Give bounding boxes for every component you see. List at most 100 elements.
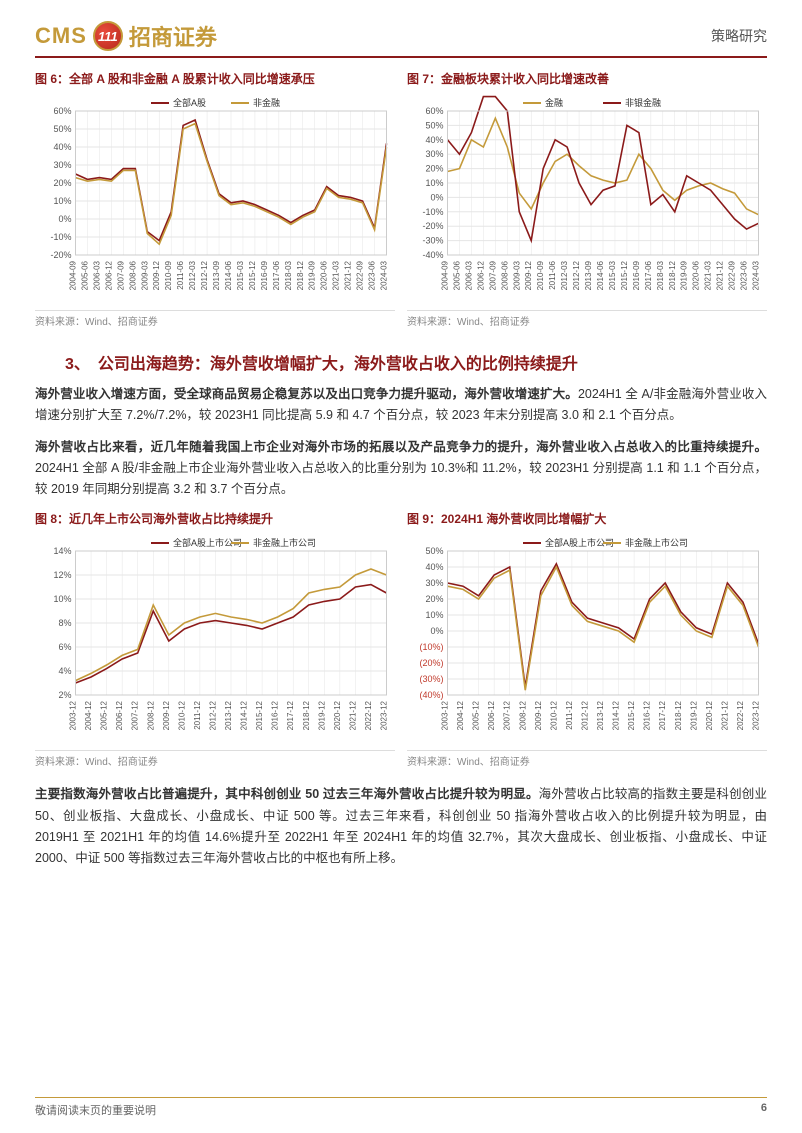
svg-text:2023-12: 2023-12 <box>380 701 389 731</box>
svg-text:2007-12: 2007-12 <box>131 701 140 731</box>
svg-text:2020-06: 2020-06 <box>692 260 701 290</box>
svg-text:2003-12: 2003-12 <box>441 701 450 731</box>
svg-text:2005-06: 2005-06 <box>80 260 89 290</box>
svg-text:2012-03: 2012-03 <box>560 260 569 290</box>
svg-text:2016-12: 2016-12 <box>643 701 652 731</box>
svg-text:50%: 50% <box>425 546 443 556</box>
svg-text:2011-12: 2011-12 <box>565 701 574 730</box>
svg-text:2023-06: 2023-06 <box>740 260 749 290</box>
svg-text:20%: 20% <box>425 594 443 604</box>
svg-text:2009-12: 2009-12 <box>162 701 171 731</box>
svg-text:30%: 30% <box>53 160 71 170</box>
svg-text:2004-12: 2004-12 <box>84 701 93 731</box>
svg-text:2018-12: 2018-12 <box>302 701 311 731</box>
svg-text:2017-06: 2017-06 <box>272 260 281 290</box>
svg-text:2016-12: 2016-12 <box>271 701 280 731</box>
svg-text:2016-09: 2016-09 <box>260 260 269 290</box>
logo: CMS 111 招商证券 <box>35 20 217 52</box>
chart-row-2: 图 8：近几年上市公司海外营收占比持续提升 2%4%6%8%10%12%14%2… <box>35 510 767 780</box>
svg-text:2018-12: 2018-12 <box>668 260 677 290</box>
svg-text:2004-09: 2004-09 <box>69 260 78 290</box>
svg-text:2023-06: 2023-06 <box>368 260 377 290</box>
logo-badge-icon: 111 <box>93 21 123 51</box>
para3-bold: 主要指数海外营收占比普遍提升，其中科创创业 50 过去三年海外营收占比提升较为明… <box>35 787 539 801</box>
svg-text:2009-12: 2009-12 <box>524 260 533 290</box>
fig6-chart: -20%-10%0%10%20%30%40%50%60%2004-092005-… <box>35 93 395 303</box>
svg-text:2006-12: 2006-12 <box>476 260 485 290</box>
svg-text:10%: 10% <box>425 610 443 620</box>
svg-text:0%: 0% <box>430 192 443 202</box>
footer-note: 敬请阅读末页的重要说明 <box>35 1102 156 1118</box>
svg-text:40%: 40% <box>53 142 71 152</box>
svg-text:(20%): (20%) <box>419 658 443 668</box>
paragraph-1: 海外营业收入增速方面，受全球商品贸易企稳复苏以及出口竞争力提升驱动，海外营收增速… <box>35 384 767 427</box>
svg-text:2016-09: 2016-09 <box>632 260 641 290</box>
page-footer: 敬请阅读末页的重要说明 6 <box>35 1097 767 1118</box>
svg-text:40%: 40% <box>425 562 443 572</box>
svg-text:30%: 30% <box>425 149 443 159</box>
logo-cn: 招商证券 <box>129 20 217 52</box>
svg-text:2012-12: 2012-12 <box>580 701 589 731</box>
svg-text:0%: 0% <box>430 626 443 636</box>
svg-text:2009-12: 2009-12 <box>152 260 161 290</box>
svg-text:2013-12: 2013-12 <box>224 701 233 731</box>
svg-text:2021-12: 2021-12 <box>344 260 353 290</box>
svg-text:2015-12: 2015-12 <box>255 701 264 731</box>
svg-text:2008-06: 2008-06 <box>500 260 509 290</box>
svg-text:2007-09: 2007-09 <box>116 260 125 290</box>
svg-text:2022-12: 2022-12 <box>736 701 745 731</box>
svg-text:10%: 10% <box>425 178 443 188</box>
svg-text:2018-12: 2018-12 <box>296 260 305 290</box>
svg-text:2011-06: 2011-06 <box>176 260 185 289</box>
svg-text:2012-03: 2012-03 <box>188 260 197 290</box>
svg-text:2009-03: 2009-03 <box>512 260 521 290</box>
svg-text:2007-09: 2007-09 <box>488 260 497 290</box>
svg-text:14%: 14% <box>53 546 71 556</box>
svg-text:2008-12: 2008-12 <box>518 701 527 731</box>
svg-text:2022-09: 2022-09 <box>728 260 737 290</box>
svg-text:非金融: 非金融 <box>253 97 280 108</box>
svg-text:2015-12: 2015-12 <box>620 260 629 290</box>
figure-8: 图 8：近几年上市公司海外营收占比持续提升 2%4%6%8%10%12%14%2… <box>35 510 395 780</box>
svg-text:2020-06: 2020-06 <box>320 260 329 290</box>
fig9-title: 图 9：2024H1 海外营收同比增幅扩大 <box>407 510 767 527</box>
svg-text:-10%: -10% <box>422 207 443 217</box>
svg-text:2018-12: 2018-12 <box>674 701 683 731</box>
svg-text:2012-12: 2012-12 <box>572 260 581 290</box>
svg-text:20%: 20% <box>53 178 71 188</box>
svg-text:2006-12: 2006-12 <box>104 260 113 290</box>
section-3-title: 3、 公司出海趋势：海外营收增幅扩大，海外营收占收入的比例持续提升 <box>65 350 767 374</box>
fig8-title: 图 8：近几年上市公司海外营收占比持续提升 <box>35 510 395 527</box>
svg-text:20%: 20% <box>425 164 443 174</box>
svg-text:2013-09: 2013-09 <box>584 260 593 290</box>
fig8-chart: 2%4%6%8%10%12%14%2003-122004-122005-1220… <box>35 533 395 743</box>
svg-text:60%: 60% <box>425 106 443 116</box>
fig9-chart: (40%)(30%)(20%)(10%)0%10%20%30%40%50%200… <box>407 533 767 743</box>
svg-text:金融: 金融 <box>545 97 563 108</box>
para1-bold: 海外营业收入增速方面，受全球商品贸易企稳复苏以及出口竞争力提升驱动，海外营收增速… <box>35 387 578 401</box>
svg-text:12%: 12% <box>53 570 71 580</box>
svg-text:(10%): (10%) <box>419 642 443 652</box>
svg-text:2024-03: 2024-03 <box>380 260 389 290</box>
svg-text:2007-12: 2007-12 <box>503 701 512 731</box>
chart-row-1: 图 6：全部 A 股和非金融 A 股累计收入同比增速承压 -20%-10%0%1… <box>35 70 767 340</box>
svg-text:2006-12: 2006-12 <box>487 701 496 731</box>
page-number: 6 <box>761 1102 767 1118</box>
svg-text:全部A股: 全部A股 <box>173 97 206 108</box>
svg-text:2009-12: 2009-12 <box>534 701 543 731</box>
svg-text:2020-12: 2020-12 <box>333 701 342 731</box>
svg-text:2022-12: 2022-12 <box>364 701 373 731</box>
svg-text:2008-06: 2008-06 <box>128 260 137 290</box>
svg-text:2017-06: 2017-06 <box>644 260 653 290</box>
svg-text:2019-12: 2019-12 <box>317 701 326 731</box>
svg-text:非金融上市公司: 非金融上市公司 <box>253 537 316 548</box>
svg-text:2011-06: 2011-06 <box>548 260 557 289</box>
svg-text:2%: 2% <box>58 690 71 700</box>
svg-text:2011-12: 2011-12 <box>193 701 202 730</box>
svg-text:2014-12: 2014-12 <box>612 701 621 731</box>
svg-text:2006-03: 2006-03 <box>464 260 473 290</box>
svg-text:非金融上市公司: 非金融上市公司 <box>625 537 688 548</box>
svg-text:2020-12: 2020-12 <box>705 701 714 731</box>
svg-text:2010-09: 2010-09 <box>164 260 173 290</box>
svg-text:2003-12: 2003-12 <box>69 701 78 731</box>
